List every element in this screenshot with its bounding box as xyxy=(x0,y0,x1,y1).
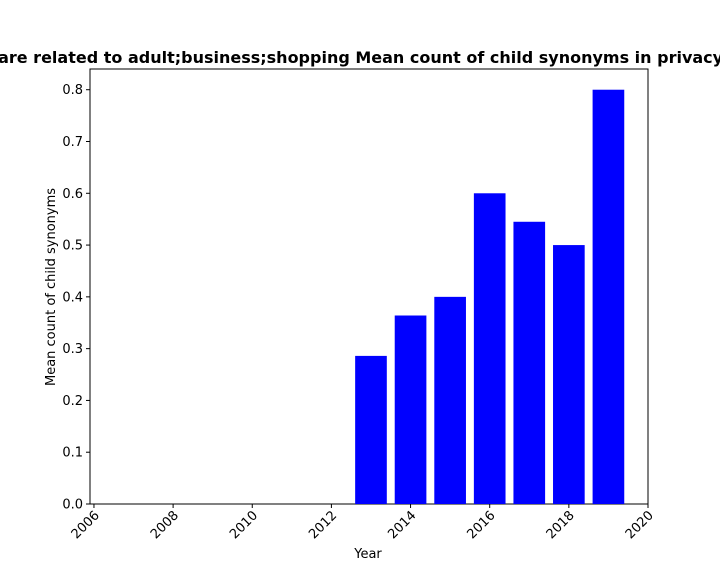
y-tick-label: 0.1 xyxy=(62,446,83,461)
bar-2018 xyxy=(553,245,585,505)
x-axis-label: Year xyxy=(353,547,382,562)
x-tick-label: 2006 xyxy=(69,508,103,542)
x-tick-label: 2020 xyxy=(623,508,657,542)
x-tick-label: 2010 xyxy=(227,508,261,542)
x-tick-label: 2014 xyxy=(385,508,419,542)
bar-2015 xyxy=(434,296,466,504)
bar-2016 xyxy=(473,193,506,505)
x-tick-label: 2018 xyxy=(544,508,578,542)
y-tick-label: 0.8 xyxy=(62,83,83,98)
x-tick-label: 2016 xyxy=(465,508,499,542)
bar-2013 xyxy=(355,355,387,504)
bar-2017 xyxy=(513,221,546,504)
chart-title: Pages are related to adult;business;shop… xyxy=(0,48,720,67)
y-tick-label: 0.5 xyxy=(62,239,83,254)
x-tick-label: 2012 xyxy=(306,508,340,542)
bar-2019 xyxy=(592,89,625,504)
y-tick-label: 0.2 xyxy=(62,394,83,409)
y-tick-label: 0.6 xyxy=(62,187,83,202)
x-tick-label: 2008 xyxy=(148,508,182,542)
y-tick-label: 0.7 xyxy=(62,135,83,150)
y-tick-label: 0.3 xyxy=(62,342,83,357)
bar-2014 xyxy=(394,315,427,504)
y-tick-label: 0.4 xyxy=(62,290,83,305)
y-tick-label: 0.0 xyxy=(62,498,83,513)
y-axis-label: Mean count of child synonyms xyxy=(44,188,59,386)
